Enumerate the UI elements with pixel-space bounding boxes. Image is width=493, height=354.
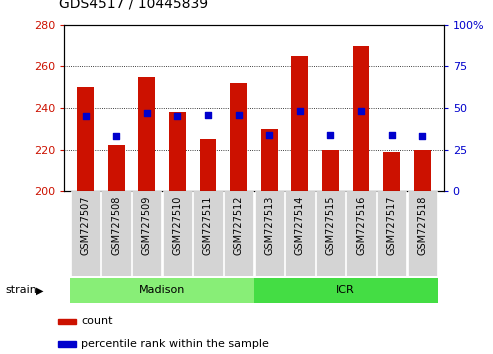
Bar: [377, 191, 406, 276]
Bar: [285, 191, 315, 276]
Point: [143, 110, 151, 116]
Point: [419, 133, 426, 139]
Bar: [139, 77, 155, 191]
Point: [387, 132, 395, 137]
Bar: [102, 191, 131, 276]
Bar: [70, 278, 254, 303]
Text: GSM727516: GSM727516: [356, 195, 366, 255]
Point: [235, 112, 243, 118]
Bar: [169, 112, 186, 191]
Bar: [107, 145, 125, 191]
Point: [204, 112, 212, 118]
Bar: [254, 278, 438, 303]
Bar: [254, 191, 284, 276]
Text: count: count: [81, 316, 113, 326]
Bar: [200, 139, 216, 191]
Text: GSM727514: GSM727514: [295, 195, 305, 255]
Point: [174, 113, 181, 119]
Bar: [408, 191, 437, 276]
Text: GDS4517 / 10445839: GDS4517 / 10445839: [59, 0, 208, 11]
Bar: [224, 191, 253, 276]
Point: [112, 133, 120, 139]
Bar: [316, 191, 345, 276]
Bar: [193, 191, 223, 276]
Text: GSM727509: GSM727509: [142, 195, 152, 255]
Bar: [71, 191, 100, 276]
Point: [357, 108, 365, 114]
Text: GSM727517: GSM727517: [387, 195, 397, 255]
Bar: [261, 129, 278, 191]
Point: [265, 132, 273, 137]
Bar: [352, 46, 369, 191]
Text: percentile rank within the sample: percentile rank within the sample: [81, 339, 269, 349]
Text: Madison: Madison: [139, 285, 185, 295]
Bar: [291, 56, 308, 191]
Bar: [230, 83, 247, 191]
Text: GSM727515: GSM727515: [325, 195, 335, 255]
Text: GSM727518: GSM727518: [417, 195, 427, 255]
Text: GSM727510: GSM727510: [173, 195, 182, 255]
Point: [81, 113, 89, 119]
Text: GSM727511: GSM727511: [203, 195, 213, 255]
Text: ICR: ICR: [336, 285, 355, 295]
Text: GSM727508: GSM727508: [111, 195, 121, 255]
Bar: [163, 191, 192, 276]
Bar: [58, 319, 75, 324]
Bar: [383, 152, 400, 191]
Text: GSM727513: GSM727513: [264, 195, 274, 255]
Bar: [58, 341, 75, 347]
Point: [326, 132, 334, 137]
Text: ▶: ▶: [35, 285, 43, 295]
Bar: [77, 87, 94, 191]
Text: GSM727507: GSM727507: [80, 195, 91, 255]
Text: strain: strain: [5, 285, 37, 295]
Bar: [414, 149, 431, 191]
Bar: [347, 191, 376, 276]
Bar: [132, 191, 161, 276]
Bar: [322, 149, 339, 191]
Text: GSM727512: GSM727512: [234, 195, 244, 255]
Point: [296, 108, 304, 114]
